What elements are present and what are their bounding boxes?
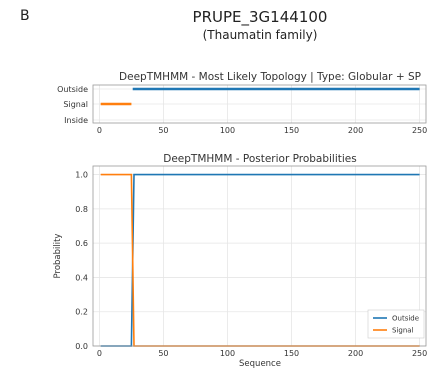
posterior-y-tick: 0.0 bbox=[75, 342, 88, 351]
posterior-ylabel: Probability bbox=[53, 234, 63, 279]
posterior-y-tick: 0.8 bbox=[75, 205, 88, 214]
topology-y-tick: Outside bbox=[57, 85, 88, 94]
topology-x-tick: 150 bbox=[284, 126, 299, 135]
posterior-chart: DeepTMHMM - Posterior Probabilities 0 50 1… bbox=[53, 153, 427, 369]
topology-x-tick: 0 bbox=[97, 126, 102, 135]
topology-y-tick: Signal bbox=[63, 100, 88, 109]
posterior-chart-title: DeepTMHMM - Posterior Probabilities bbox=[163, 153, 357, 165]
legend-label-signal: Signal bbox=[392, 327, 414, 335]
posterior-xlabel: Sequence bbox=[239, 359, 281, 369]
posterior-y-tick: 0.2 bbox=[75, 308, 88, 317]
topology-chart-title: DeepTMHMM - Most Likely Topology | Type:… bbox=[119, 71, 421, 83]
legend-label-outside: Outside bbox=[392, 315, 419, 323]
posterior-x-tick: 100 bbox=[220, 349, 235, 358]
figure-title: PRUPE_3G144100 bbox=[192, 8, 328, 26]
posterior-x-tick: 200 bbox=[348, 349, 363, 358]
topology-series bbox=[100, 87, 420, 106]
posterior-y-tick: 0.4 bbox=[75, 273, 88, 282]
topology-frame bbox=[92, 84, 427, 124]
posterior-legend: Outside Signal bbox=[367, 309, 425, 339]
topology-y-tick: Inside bbox=[64, 116, 88, 125]
posterior-frame bbox=[92, 165, 427, 347]
panel-letter: B bbox=[20, 8, 30, 24]
posterior-x-tick: 150 bbox=[284, 349, 299, 358]
topology-x-tick: 100 bbox=[220, 126, 235, 135]
topology-x-tick: 250 bbox=[412, 126, 427, 135]
posterior-x-tick: 250 bbox=[412, 349, 427, 358]
posterior-x-tick: 0 bbox=[97, 349, 102, 358]
topology-grid bbox=[93, 85, 426, 123]
topology-ticks: 0 50 100 150 200 250 Outside Signal Inside bbox=[57, 85, 427, 135]
figure-subtitle: (Thaumatin family) bbox=[202, 28, 318, 42]
posterior-y-tick: 1.0 bbox=[75, 171, 88, 180]
topology-chart: DeepTMHMM - Most Likely Topology | Type:… bbox=[57, 71, 427, 135]
topology-x-tick: 200 bbox=[348, 126, 363, 135]
legend-box bbox=[367, 309, 425, 339]
posterior-ticks: 0 50 100 150 200 250 0.0 0.2 0.4 0.6 0.8 1.0 bbox=[75, 171, 427, 358]
topology-x-tick: 50 bbox=[158, 126, 168, 135]
posterior-x-tick: 50 bbox=[158, 349, 168, 358]
posterior-y-tick: 0.6 bbox=[75, 239, 88, 248]
